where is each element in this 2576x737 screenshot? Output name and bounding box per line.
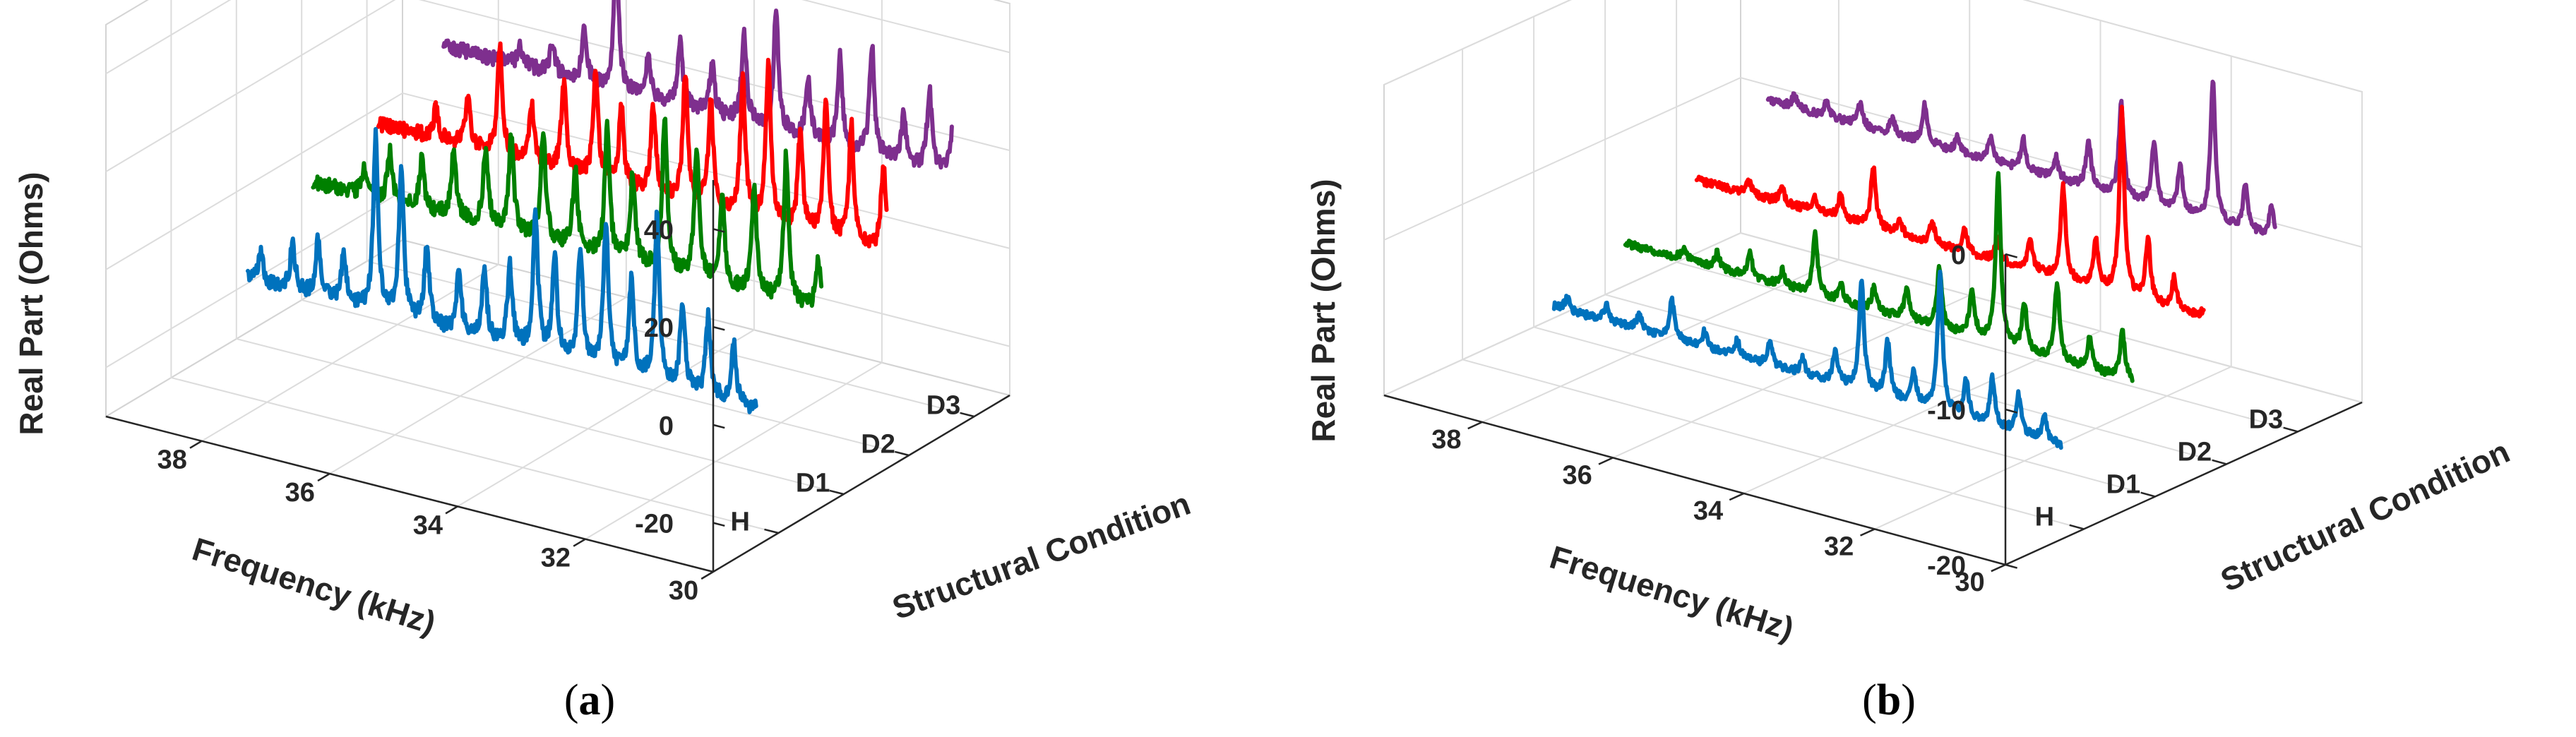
panel-b-xtick-label: 38 <box>1431 425 1461 455</box>
panel-b-side-wall <box>1383 0 1741 397</box>
panel-a-zlabel: Real Part (Ohms) <box>13 172 49 435</box>
panel-b-ytick-label: H <box>2035 503 2054 532</box>
panel-a-series-d2 <box>376 41 889 248</box>
panel-b-zgrid <box>1383 0 2363 92</box>
panel-a-ytick <box>829 489 845 496</box>
panel-a-x-axis <box>105 415 714 573</box>
panel-a-xtick-label: 30 <box>669 576 698 606</box>
panel-b-ztick-label: -10 <box>1927 396 1966 426</box>
panel-b-zgrid <box>1383 232 2363 403</box>
panel-b-ztick <box>2005 408 2018 414</box>
panel-b-ytick-label: D2 <box>2178 438 2212 467</box>
panel-b-ytick-label: D3 <box>2249 405 2284 435</box>
panel-b-caption: (b) <box>1862 676 1916 724</box>
panel-a-zgrid <box>105 0 1010 75</box>
panel-b-label: b <box>1877 676 1901 724</box>
panel-a-ztick <box>712 522 725 527</box>
panel-b-ytick <box>2212 459 2227 465</box>
panel-a-caption: (a) <box>564 676 615 724</box>
panel-b-ytick-label: D1 <box>2106 470 2141 500</box>
panel-b-x-axis <box>1383 394 2006 566</box>
panel-a-xtick-label: 34 <box>413 510 443 540</box>
panel-b-ztick <box>2005 563 2018 569</box>
panel-b-zgrid <box>1383 76 2363 248</box>
panel-b-xtick <box>1729 492 1744 501</box>
panel-a-y-axis <box>712 394 1010 573</box>
panel-b-series-d3 <box>1765 79 2277 236</box>
panel-b-ytick <box>2140 491 2156 498</box>
panel-b-xlabel: Frequency (kHz) <box>1546 539 1798 647</box>
panel-a-ztick <box>712 228 725 233</box>
panel-a-label: a <box>579 676 601 724</box>
panel-a-ygrid <box>235 0 845 495</box>
panel-a-series-d3 <box>441 0 954 170</box>
panel-a-ytick-label: D1 <box>796 469 830 498</box>
panel-a-xgrid <box>329 0 627 474</box>
panel-b-series-d1 <box>1623 171 2135 383</box>
panel-b-xtick <box>1991 563 2006 573</box>
panel-a-ytick <box>960 412 974 418</box>
panel-b-xtick <box>1860 528 1876 537</box>
panel-a-ytick-label: D3 <box>926 391 961 421</box>
panel-a-ztick-label: 40 <box>644 215 674 245</box>
panel-b: 30 32 34 36 38 H D1 D2 D3 -20 -10 0 Frequency (kHz)… <box>1305 0 2515 724</box>
panel-b-ygrid <box>1604 0 2227 465</box>
panel-a-ygrid <box>301 0 910 456</box>
panel-b-ylabel: Structural Condition <box>2215 433 2515 599</box>
panel-b-floor <box>1382 232 2364 566</box>
panel-b-ztick-label: 0 <box>1951 241 1966 270</box>
panel-a-xgrid <box>201 0 499 442</box>
panel-b-ytick <box>2283 426 2298 433</box>
panel-b-y-axis <box>2005 401 2363 566</box>
panel-a-ytick-label: H <box>731 508 750 537</box>
panel-a-xtick <box>445 505 458 515</box>
panel-a-ylabel: Structural Condition <box>888 484 1195 626</box>
panel-a-ytick <box>894 450 910 457</box>
panel-a-xtick <box>189 440 203 449</box>
panel-b-xtick <box>1598 457 1614 465</box>
panel-a-xtick <box>700 570 714 580</box>
panel-a-series-d1 <box>311 116 824 308</box>
panel-a-xlabel: Frequency (kHz) <box>188 530 440 641</box>
panel-a-xtick-label: 32 <box>541 544 571 573</box>
panel-b-ygrid <box>1676 0 2298 433</box>
panel-b-xtick-label: 34 <box>1693 496 1723 526</box>
panel-a-ygrid <box>366 0 974 417</box>
panel-a-xtick <box>317 472 330 482</box>
panel-a-zgrid <box>105 92 1010 270</box>
panel-a-xtick-label: 38 <box>157 445 187 475</box>
panel-a-ytick-label: D2 <box>861 430 895 460</box>
panel-b-xtick-label: 36 <box>1563 460 1592 490</box>
panel-b-series-h <box>1551 269 2063 450</box>
panel-b-ygrid <box>1533 16 2156 498</box>
panel-b-xgrid <box>1481 0 1839 423</box>
panel-a-xgrid <box>457 0 755 508</box>
panel-b-zlabel: Real Part (Ohms) <box>1305 179 1342 442</box>
panel-b-xtick-label: 30 <box>1955 568 1984 597</box>
panel-b-series-d2 <box>1694 104 2206 319</box>
panel-b-ztick <box>2005 253 2018 258</box>
panel-a-ygrid <box>170 0 779 534</box>
panel-a-xtick-label: 36 <box>285 478 315 508</box>
panel-b-xtick-label: 32 <box>1824 532 1854 562</box>
panel-b-xtick <box>1467 421 1483 430</box>
panel-a-xtick <box>573 538 586 547</box>
panel-a-side-wall <box>105 0 403 418</box>
panel-b-ytick <box>2069 524 2085 530</box>
panel-a-xgrid <box>712 4 1010 573</box>
panel-a-xgrid <box>585 0 883 540</box>
panel-a-ztick-label: -20 <box>635 510 674 539</box>
panel-b-ztick-label: -20 <box>1927 551 1966 581</box>
panel-a-ztick-label: 0 <box>659 412 674 441</box>
panel-a-ztick <box>712 325 725 331</box>
panel-a-series-h <box>246 126 758 414</box>
panel-a-ytick <box>764 528 779 534</box>
panel-a-ztick-label: 20 <box>644 313 674 343</box>
panel-a-ztick <box>712 424 725 429</box>
panel-a: 30 32 34 36 38 H D1 D2 D3 -20 0 20 40 Frequency (kHz… <box>13 0 1195 724</box>
